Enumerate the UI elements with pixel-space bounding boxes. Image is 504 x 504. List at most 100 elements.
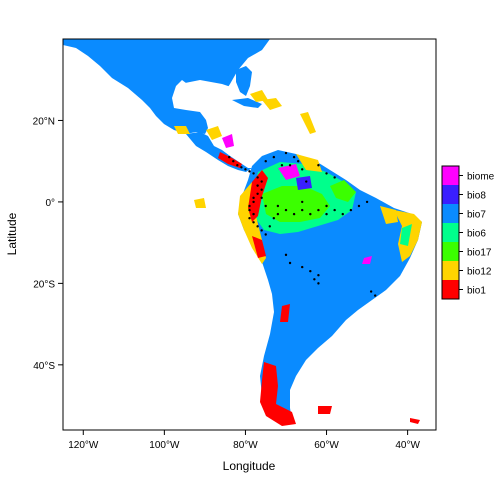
occurrence-point xyxy=(373,294,377,297)
occurrence-point xyxy=(264,204,267,208)
legend-swatch-biome xyxy=(442,166,459,185)
occurrence-point xyxy=(248,217,251,220)
occurrence-point xyxy=(248,208,251,212)
occurrence-point xyxy=(256,192,259,195)
occurrence-point xyxy=(317,208,320,212)
galapagos xyxy=(194,198,206,208)
occurrence-point xyxy=(248,170,251,173)
occurrence-point xyxy=(268,225,271,228)
occurrence-point xyxy=(288,164,292,167)
occurrence-point xyxy=(256,225,259,228)
guiana-bio17 xyxy=(330,180,356,202)
occurrence-point xyxy=(292,155,296,159)
occurrence-point xyxy=(284,253,288,257)
occurrence-point xyxy=(252,172,255,175)
occurrence-point xyxy=(325,204,328,208)
occurrence-point xyxy=(228,155,231,159)
occurrence-point xyxy=(252,196,255,200)
y-axis-title: Latitude xyxy=(5,212,19,255)
legend-swatch-bio7 xyxy=(442,204,459,223)
occurrence-point xyxy=(309,212,312,216)
central-america xyxy=(186,132,252,172)
amazon-bio17 xyxy=(262,186,330,222)
chile-central-bio1 xyxy=(280,304,290,322)
occurrence-point xyxy=(301,168,304,171)
occurrence-point xyxy=(296,159,300,163)
occurrence-point xyxy=(284,208,288,212)
x-tick-label: 80°W xyxy=(233,440,258,451)
brazil-bio6 xyxy=(400,224,412,246)
occurrence-point xyxy=(292,212,296,216)
legend-border xyxy=(441,165,460,300)
x-tick-label: 40°W xyxy=(395,440,420,451)
occurrence-point xyxy=(252,200,255,204)
y-tick-label: 0° xyxy=(45,198,55,209)
central-america-magenta xyxy=(222,134,234,148)
legend-swatch-bio8 xyxy=(442,185,459,204)
central-america-highlands xyxy=(218,152,242,168)
occurrence-point xyxy=(288,261,292,265)
cuba xyxy=(232,98,262,108)
legend-swatch-bio12 xyxy=(442,261,459,280)
occurrence-point xyxy=(325,212,328,216)
venezuela-biome xyxy=(278,164,300,180)
occurrence-point xyxy=(260,196,263,200)
occurrence-point xyxy=(301,208,304,212)
occurrence-points xyxy=(228,151,377,297)
brazil-biome xyxy=(362,256,372,264)
occurrence-point xyxy=(317,282,320,285)
occurrence-point xyxy=(365,200,369,204)
occurrence-point xyxy=(260,229,263,232)
legend-swatch-bio1 xyxy=(442,280,459,299)
venezuela-bio8 xyxy=(296,176,312,190)
occurrence-point xyxy=(301,200,304,204)
occurrence-point xyxy=(232,159,235,163)
falkland xyxy=(410,418,420,424)
occurrence-point xyxy=(349,208,353,212)
x-axis-title: Longitude xyxy=(223,459,276,473)
occurrence-point xyxy=(276,212,280,216)
occurrence-point xyxy=(260,180,263,183)
florida-peninsula xyxy=(236,66,252,96)
occurrence-point xyxy=(309,269,312,273)
occurrence-point xyxy=(341,212,344,216)
occurrence-point xyxy=(333,208,336,212)
legend-label-bio17: bio17 xyxy=(467,248,492,259)
occurrence-point xyxy=(369,290,373,293)
occurrence-point xyxy=(280,164,284,167)
occurrence-point xyxy=(240,166,243,169)
occurrence-point xyxy=(252,221,255,224)
legend-label-bio8: bio8 xyxy=(467,191,486,202)
occurrence-point xyxy=(264,233,267,236)
legend-label-bio12: bio12 xyxy=(467,267,492,278)
andes-peru-bio1 xyxy=(252,236,266,258)
occurrence-point xyxy=(313,278,316,281)
occurrence-point xyxy=(276,204,280,208)
occurrence-point xyxy=(260,188,263,191)
x-tick-label: 120°W xyxy=(68,440,99,451)
yucatan xyxy=(206,126,222,140)
brazil-northeast-bio12 xyxy=(380,206,398,224)
y-axis: 20°N 0° 20°S 40°S xyxy=(33,116,63,372)
occurrence-point xyxy=(325,172,328,175)
bahamas xyxy=(250,90,268,102)
legend-label-biome: biome xyxy=(467,172,495,183)
legend: biome bio8 bio7 bio6 bio17 bio12 bio1 xyxy=(441,165,495,300)
occurrence-point xyxy=(256,184,259,187)
hispaniola xyxy=(262,98,282,110)
occurrence-point xyxy=(248,204,251,208)
x-axis: 120°W 100°W 80°W 60°W 40°W xyxy=(68,430,420,451)
x-tick-label: 60°W xyxy=(314,440,339,451)
y-tick-label: 20°S xyxy=(33,279,55,290)
occurrence-point xyxy=(301,265,304,269)
occurrence-point xyxy=(256,176,259,179)
antilles xyxy=(300,112,316,134)
occurrence-point xyxy=(357,204,361,208)
y-tick-label: 40°S xyxy=(33,361,55,372)
patagonia-tip xyxy=(318,406,332,414)
map-panel xyxy=(63,39,422,426)
legend-swatch-bio17 xyxy=(442,242,459,261)
occurrence-point xyxy=(236,164,239,167)
occurrence-point xyxy=(252,212,255,216)
